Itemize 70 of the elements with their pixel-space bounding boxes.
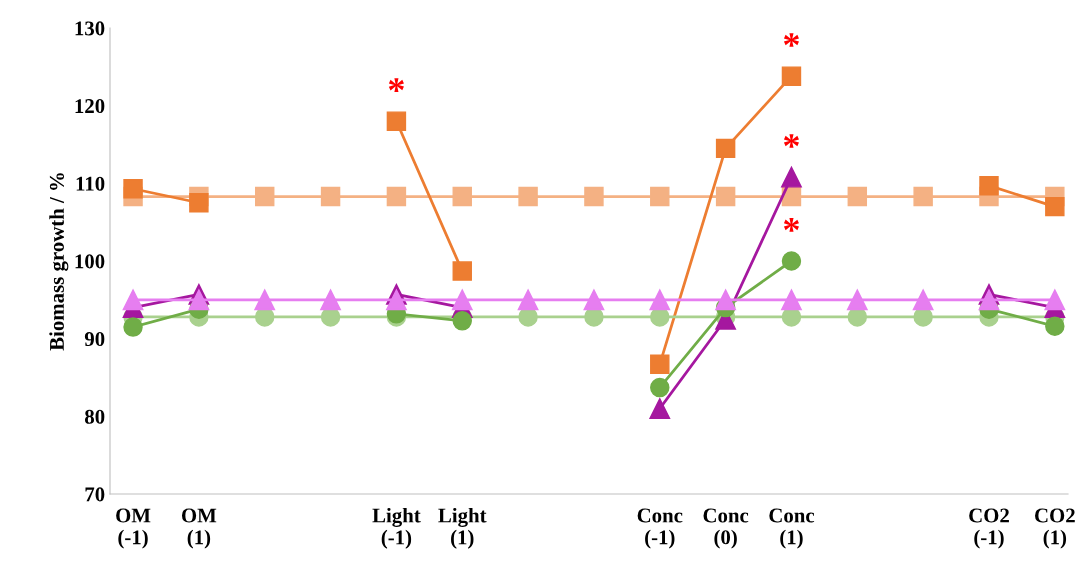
point (122, 289, 144, 311)
point (320, 289, 341, 311)
point (452, 261, 472, 281)
point (715, 289, 737, 311)
annotation: * (783, 33, 799, 47)
y-tick-label: 110 (76, 176, 105, 191)
point (255, 307, 275, 327)
x-tick-label: CO2 (1) (1035, 508, 1075, 549)
point (715, 186, 736, 207)
point (1044, 289, 1066, 311)
point (320, 307, 341, 327)
point (583, 289, 605, 311)
point (649, 398, 671, 419)
y-tick-label: 80 (85, 409, 105, 424)
annotation: * (783, 218, 799, 232)
point (452, 186, 472, 207)
x-tick-label: Conc (1) (769, 508, 815, 549)
point (913, 307, 933, 327)
point (912, 289, 934, 311)
point (189, 193, 209, 213)
point (123, 317, 143, 337)
point (781, 251, 802, 271)
point (650, 377, 670, 398)
x-tick-label: Light (-1) (372, 507, 421, 549)
point (650, 186, 670, 207)
y-tick-label: 70 (85, 487, 105, 502)
point (188, 289, 210, 311)
annotation: * (783, 134, 799, 148)
point (386, 186, 407, 207)
x-tick-label: Light (1) (438, 507, 487, 549)
point (386, 111, 407, 131)
point (254, 289, 276, 311)
point (584, 307, 604, 327)
point (846, 289, 868, 311)
y-tick-label: 120 (75, 99, 105, 114)
point (650, 354, 670, 375)
point (649, 289, 671, 311)
point (781, 307, 802, 327)
y-axis-title: Biomass growth / % (49, 173, 69, 351)
point (1045, 316, 1065, 336)
x-tick-label: CO2 (-1) (969, 508, 1009, 549)
point (123, 179, 143, 199)
point (518, 186, 538, 207)
point (452, 311, 472, 331)
point (781, 289, 802, 311)
point (847, 307, 868, 327)
annotation: * (388, 78, 404, 92)
point (979, 175, 999, 196)
point (584, 186, 604, 207)
y-tick-label: 130 (75, 21, 105, 36)
point (781, 66, 802, 86)
point (320, 186, 341, 207)
x-tick-label: OM (-1) (116, 508, 151, 549)
point (650, 307, 670, 327)
point (517, 289, 539, 311)
point (847, 186, 868, 207)
point (385, 289, 407, 311)
point (781, 166, 802, 188)
point (978, 289, 1000, 311)
point (715, 138, 736, 159)
x-tick-label: Conc (0) (703, 508, 749, 549)
point (518, 307, 538, 327)
point (451, 289, 473, 311)
x-tick-label: Conc (-1) (637, 508, 683, 549)
point (1045, 196, 1065, 217)
y-tick-label: 100 (75, 254, 105, 269)
point (255, 186, 275, 207)
point (913, 186, 933, 207)
x-tick-label: OM (1) (181, 508, 217, 549)
y-tick-label: 90 (84, 332, 105, 347)
